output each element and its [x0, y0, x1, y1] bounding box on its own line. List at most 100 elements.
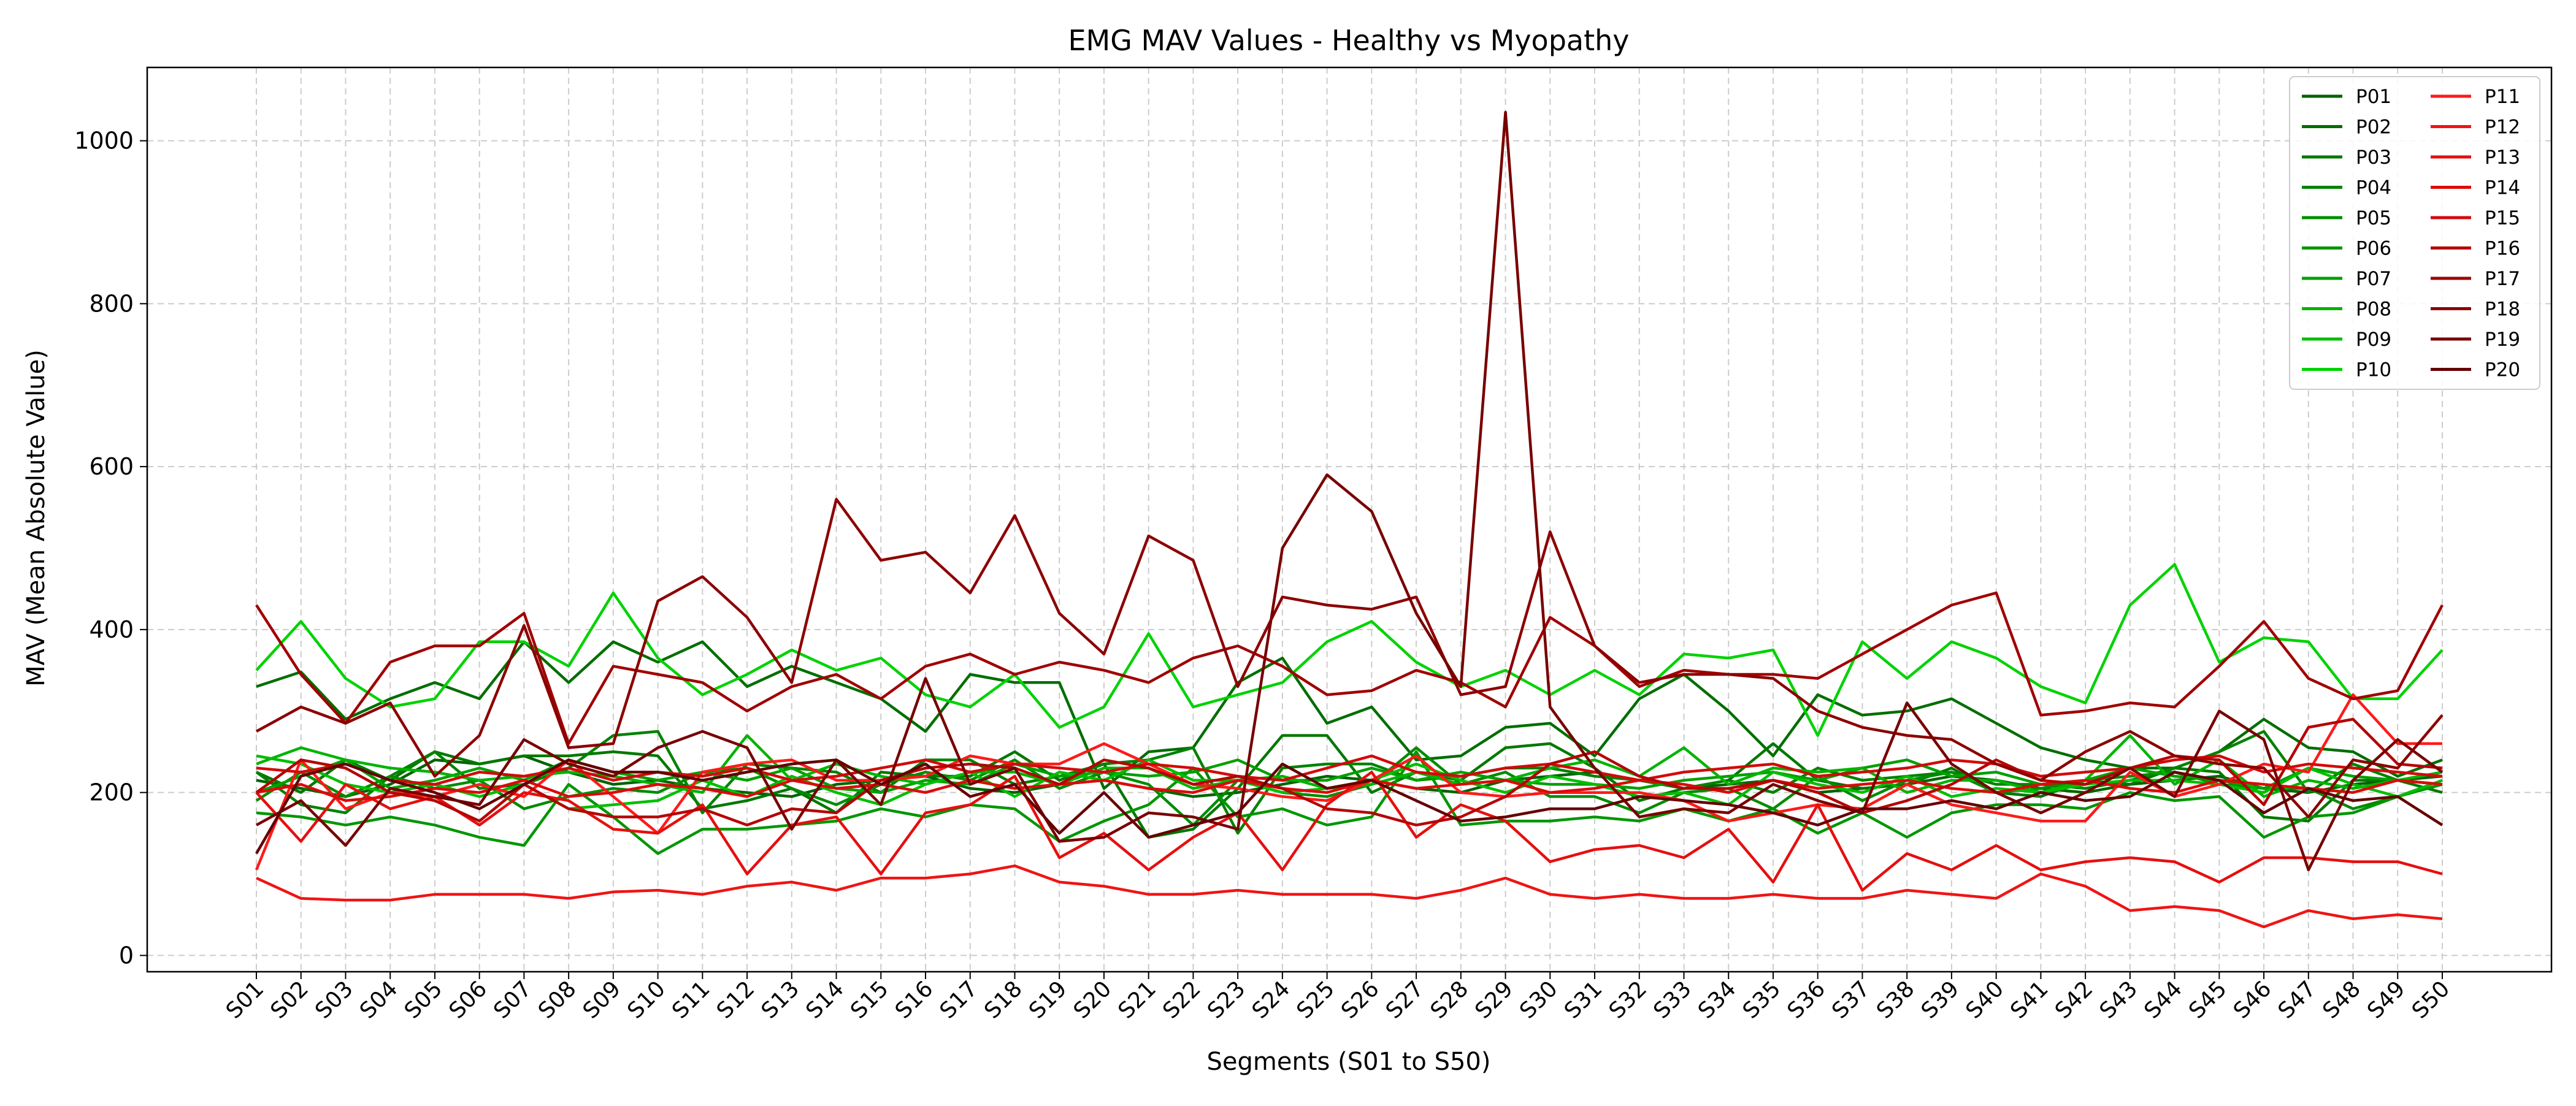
legend-label: P15: [2485, 207, 2520, 229]
series-line-p06: [256, 750, 2443, 855]
x-tick-label: S36: [1783, 976, 1831, 1024]
legend-box: [2289, 76, 2540, 390]
x-tick-label: S21: [1114, 976, 1162, 1024]
x-tick-label: S14: [801, 976, 849, 1024]
plot-frame: [146, 66, 2553, 973]
x-tick-label: S22: [1158, 976, 1206, 1024]
x-axis-label: Segments (S01 to S50): [1207, 1048, 1491, 1076]
x-tick-label: S31: [1560, 976, 1608, 1024]
y-tick-label: 400: [89, 616, 134, 643]
x-tick-label: S12: [712, 976, 760, 1024]
series-line-p16: [255, 717, 2443, 827]
x-tick-label: S29: [1470, 976, 1518, 1024]
x-tick-label: S40: [1961, 976, 2009, 1024]
legend-label: P18: [2485, 299, 2520, 321]
x-tick-label: S28: [1426, 976, 1474, 1024]
x-tick-label: S26: [1336, 976, 1384, 1024]
series-line-p01: [256, 754, 2443, 798]
series-line-p12: [256, 864, 2443, 929]
y-tick-label: 200: [89, 779, 134, 806]
x-tick-label: S50: [2407, 976, 2455, 1024]
x-tick-label: S35: [1738, 976, 1786, 1024]
legend-label: P08: [2356, 299, 2391, 321]
x-tick-label: S09: [578, 976, 626, 1024]
x-tick-label: S19: [1024, 976, 1072, 1024]
axes: S01S02S03S04S05S06S07S08S09S10S11S12S13S…: [74, 66, 2553, 1024]
x-tick-label: S25: [1292, 976, 1340, 1024]
x-tick-label: S44: [2139, 976, 2187, 1024]
legend: P01 P02 P03 P04 P05 P06 P07 P08 P09 P10 P11 P12 P13 P…: [2289, 76, 2540, 390]
legend-label: P17: [2485, 268, 2520, 290]
legend-label: P10: [2356, 359, 2391, 381]
x-tick-label: S39: [1917, 976, 1965, 1024]
series-line-p11: [255, 693, 2442, 871]
series-line-p20: [255, 758, 2444, 855]
x-tick-label: S11: [667, 976, 715, 1024]
legend-label: P06: [2356, 238, 2391, 260]
legend-label: P04: [2356, 177, 2391, 199]
x-tick-label: S23: [1203, 976, 1251, 1024]
x-tick-label: S01: [221, 976, 269, 1024]
series-line-p18: [255, 498, 2444, 818]
legend-label: P07: [2356, 268, 2391, 290]
x-tick-label: S04: [355, 976, 403, 1024]
x-tick-label: S10: [623, 976, 670, 1024]
series-line-p04: [255, 730, 2443, 835]
legend-label: P19: [2485, 329, 2520, 351]
legend-label: P03: [2356, 147, 2391, 169]
x-tick-label: S38: [1872, 976, 1920, 1024]
legend-label: P01: [2356, 86, 2391, 108]
x-tick-label: S41: [2006, 976, 2053, 1024]
x-tick-label: S42: [2050, 976, 2098, 1024]
x-tick-label: S18: [979, 976, 1027, 1024]
legend-label: P13: [2485, 147, 2520, 169]
y-tick-label: 600: [89, 453, 134, 480]
x-tick-label: S24: [1248, 976, 1295, 1024]
x-tick-label: S03: [310, 976, 358, 1024]
y-axis-label: MAV (Mean Absolute Value): [22, 349, 50, 687]
series-line-p14: [256, 779, 2443, 803]
series-line-p15: [256, 754, 2443, 786]
legend-label: P20: [2485, 359, 2520, 381]
x-tick-label: S06: [444, 976, 492, 1024]
x-tick-label: S16: [891, 976, 938, 1024]
y-tick-label: 0: [119, 942, 134, 969]
x-tick-label: S15: [846, 976, 894, 1024]
x-tick-label: S43: [2095, 976, 2143, 1024]
x-tick-label: S17: [935, 976, 983, 1024]
legend-label: P02: [2356, 116, 2391, 139]
y-tick-label: 1000: [74, 128, 134, 154]
x-tick-label: S47: [2274, 976, 2321, 1024]
x-tick-label: S08: [534, 976, 581, 1024]
x-tick-label: S27: [1381, 976, 1429, 1024]
x-tick-label: S45: [2184, 976, 2232, 1024]
chart-title: EMG MAV Values - Healthy vs Myopathy: [1068, 24, 1629, 57]
y-tick-label: 800: [89, 290, 134, 317]
series-line-p10: [255, 563, 2444, 737]
x-tick-label: S46: [2229, 976, 2277, 1024]
x-tick-label: S34: [1693, 976, 1741, 1024]
x-tick-label: S20: [1069, 976, 1117, 1024]
legend-label: P16: [2485, 238, 2520, 260]
x-tick-label: S02: [266, 976, 314, 1024]
x-tick-label: S32: [1604, 976, 1652, 1024]
legend-label: P11: [2485, 86, 2520, 108]
x-tick-label: S13: [757, 976, 805, 1024]
x-tick-label: S33: [1649, 976, 1696, 1024]
x-tick-label: S48: [2318, 976, 2366, 1024]
x-tick-label: S37: [1827, 976, 1875, 1024]
x-tick-label: S05: [400, 976, 448, 1024]
legend-label: P14: [2485, 177, 2520, 199]
grid-lines: [147, 67, 2551, 972]
legend-label: P09: [2356, 329, 2391, 351]
series-line-p17: [255, 591, 2444, 746]
x-tick-label: S07: [489, 976, 537, 1024]
series-line-p13: [255, 771, 2443, 892]
x-tick-label: S49: [2363, 976, 2410, 1024]
legend-label: P05: [2356, 207, 2391, 229]
legend-label: P12: [2485, 116, 2520, 139]
x-tick-label: S30: [1515, 976, 1563, 1024]
series-lines: [255, 110, 2444, 929]
